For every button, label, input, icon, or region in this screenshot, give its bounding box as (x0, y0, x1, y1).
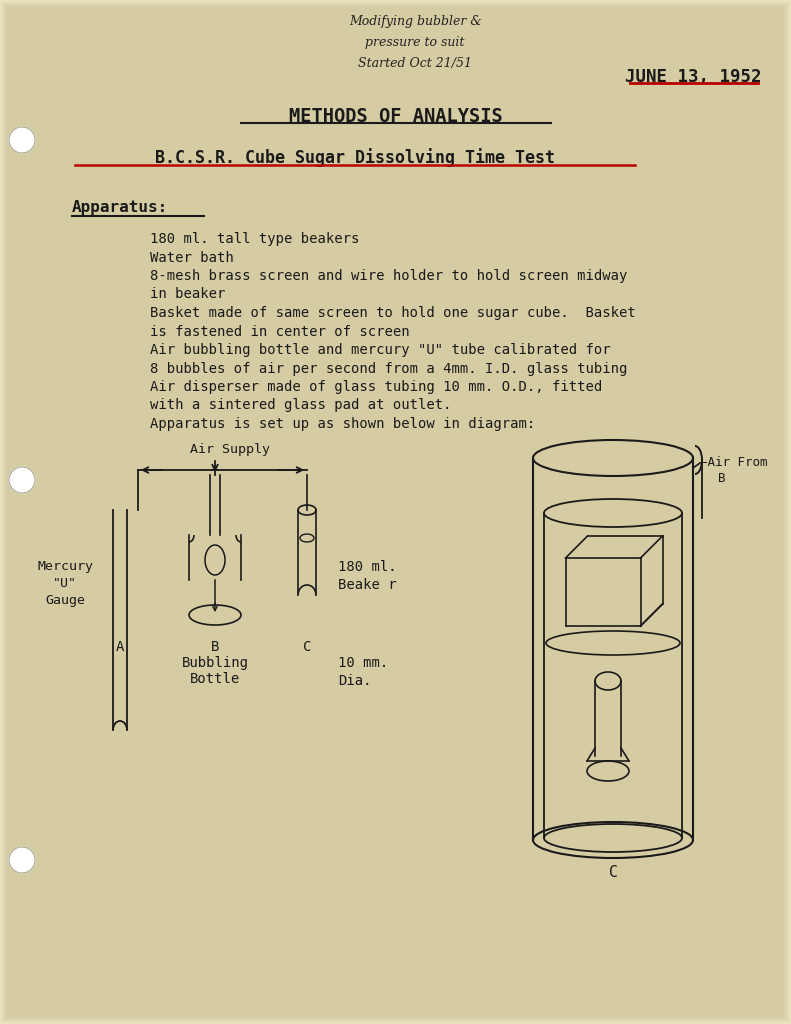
Text: Air Supply: Air Supply (190, 443, 270, 456)
Text: Dia.: Dia. (338, 674, 372, 688)
Text: Air bubbling bottle and mercury "U" tube calibrated for: Air bubbling bottle and mercury "U" tube… (150, 343, 611, 357)
Text: "U": "U" (53, 577, 77, 590)
Text: Gauge: Gauge (45, 594, 85, 607)
Text: METHODS OF ANALYSIS: METHODS OF ANALYSIS (290, 106, 503, 126)
Text: Beake r: Beake r (338, 578, 396, 592)
Text: A: A (115, 640, 124, 654)
Text: 8-mesh brass screen and wire holder to hold screen midway: 8-mesh brass screen and wire holder to h… (150, 269, 627, 283)
Text: 180 ml. tall type beakers: 180 ml. tall type beakers (150, 232, 359, 246)
Circle shape (9, 847, 35, 873)
Text: JUNE 13, 1952: JUNE 13, 1952 (625, 68, 761, 86)
Text: Water bath: Water bath (150, 251, 234, 264)
Text: B.C.S.R. Cube Sugar Dissolving Time Test: B.C.S.R. Cube Sugar Dissolving Time Test (155, 148, 555, 167)
Text: 180 ml.: 180 ml. (338, 560, 396, 574)
Text: Started Oct 21/51: Started Oct 21/51 (358, 57, 472, 70)
Text: Apparatus is set up as shown below in diagram:: Apparatus is set up as shown below in di… (150, 417, 536, 431)
Text: with a sintered glass pad at outlet.: with a sintered glass pad at outlet. (150, 398, 452, 413)
Text: 10 mm.: 10 mm. (338, 656, 388, 670)
Text: in beaker: in beaker (150, 288, 225, 301)
Text: Bottle: Bottle (190, 672, 240, 686)
Text: Air disperser made of glass tubing 10 mm. O.D., fitted: Air disperser made of glass tubing 10 mm… (150, 380, 602, 394)
Text: Apparatus:: Apparatus: (72, 200, 168, 215)
Text: B: B (211, 640, 219, 654)
Circle shape (9, 127, 35, 153)
Text: C: C (608, 865, 617, 880)
Circle shape (9, 467, 35, 493)
Text: pressure to suit: pressure to suit (365, 36, 464, 49)
Text: B: B (718, 472, 725, 485)
Text: ←Air From: ←Air From (700, 456, 767, 469)
Text: C: C (303, 640, 311, 654)
Text: Basket made of same screen to hold one sugar cube.  Basket: Basket made of same screen to hold one s… (150, 306, 636, 319)
Text: is fastened in center of screen: is fastened in center of screen (150, 325, 410, 339)
Text: Bubbling: Bubbling (181, 656, 248, 670)
Text: Mercury: Mercury (37, 560, 93, 573)
Text: 8 bubbles of air per second from a 4mm. I.D. glass tubing: 8 bubbles of air per second from a 4mm. … (150, 361, 627, 376)
Text: Modifying bubbler &: Modifying bubbler & (349, 15, 481, 28)
